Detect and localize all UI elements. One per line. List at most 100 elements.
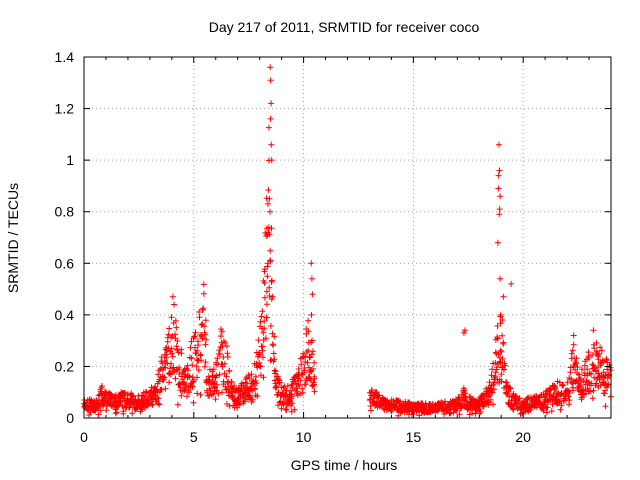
data-point <box>161 374 168 381</box>
data-point <box>158 354 165 361</box>
data-point <box>175 349 182 356</box>
data-point <box>265 187 272 193</box>
data-point <box>519 410 525 416</box>
data-point <box>117 399 124 406</box>
data-point <box>216 371 223 378</box>
data-point <box>202 331 209 338</box>
data-point <box>469 410 476 417</box>
data-point <box>266 293 273 299</box>
data-point <box>559 381 566 388</box>
data-point <box>174 401 181 408</box>
data-point <box>206 392 213 399</box>
data-point <box>190 399 197 406</box>
x-tick-label: 5 <box>190 429 198 445</box>
data-point <box>383 406 390 413</box>
data-point <box>494 323 501 329</box>
data-point <box>496 141 502 148</box>
data-point <box>569 347 576 354</box>
data-point <box>588 371 595 377</box>
data-point <box>163 354 170 361</box>
data-point <box>589 361 596 368</box>
data-point <box>202 317 209 324</box>
data-point <box>268 225 275 232</box>
x-tick-label: 10 <box>296 429 312 445</box>
data-point <box>270 350 277 357</box>
data-point <box>592 367 599 374</box>
data-point <box>480 403 487 410</box>
data-point <box>223 373 230 380</box>
data-point <box>267 247 274 254</box>
data-point <box>308 275 315 282</box>
data-point <box>195 338 201 345</box>
data-point <box>186 389 192 396</box>
data-point <box>269 293 276 300</box>
data-point <box>590 327 597 334</box>
data-point <box>207 387 214 394</box>
data-point <box>168 360 174 367</box>
data-point <box>560 382 567 389</box>
data-point <box>477 408 484 415</box>
data-point <box>129 410 136 417</box>
data-point <box>308 351 315 358</box>
data-point <box>369 387 375 394</box>
data-point <box>166 325 173 332</box>
data-point <box>486 379 493 386</box>
data-point <box>266 284 273 291</box>
data-point <box>259 308 266 315</box>
data-point <box>149 402 156 408</box>
data-point <box>291 406 298 413</box>
data-point <box>220 378 227 385</box>
data-point <box>572 359 579 366</box>
data-point <box>245 372 252 379</box>
data-point <box>95 411 102 418</box>
data-point <box>224 354 231 360</box>
data-point <box>298 361 305 368</box>
data-point <box>261 318 268 325</box>
data-point <box>276 379 283 386</box>
data-point <box>184 393 190 400</box>
data-point <box>308 311 315 318</box>
y-tick-label: 0.4 <box>55 307 75 323</box>
data-point <box>497 311 504 318</box>
data-point <box>506 384 513 391</box>
data-point <box>590 387 597 394</box>
data-point <box>507 385 514 392</box>
data-point <box>500 293 507 300</box>
data-point <box>607 364 614 371</box>
data-point <box>194 374 200 381</box>
data-point <box>373 389 380 396</box>
data-point <box>303 349 310 356</box>
data-point <box>306 354 313 361</box>
data-point <box>577 382 584 389</box>
data-point <box>234 404 241 411</box>
data-point <box>268 157 275 164</box>
data-point <box>215 390 222 397</box>
data-point <box>500 339 507 346</box>
data-point <box>489 389 496 396</box>
data-point <box>543 409 550 416</box>
data-point <box>173 324 180 331</box>
data-point <box>502 362 509 369</box>
data-point <box>178 346 185 353</box>
data-point <box>201 363 208 370</box>
data-point <box>497 347 504 354</box>
data-point <box>498 371 505 378</box>
data-point <box>189 362 196 369</box>
data-point <box>200 281 207 288</box>
data-point <box>267 323 274 329</box>
data-point <box>186 373 193 380</box>
data-point <box>200 290 207 297</box>
data-point <box>311 388 318 395</box>
data-point <box>167 365 174 372</box>
data-point <box>192 344 198 351</box>
data-point <box>124 391 131 398</box>
data-point <box>310 348 316 355</box>
data-point <box>558 402 565 409</box>
data-point <box>195 367 202 374</box>
data-point <box>573 355 580 362</box>
data-point <box>574 364 581 371</box>
chart-title: Day 217 of 2011, SRMTID for receiver coc… <box>209 19 480 35</box>
data-point <box>591 345 598 352</box>
y-tick-label: 1 <box>66 152 74 168</box>
